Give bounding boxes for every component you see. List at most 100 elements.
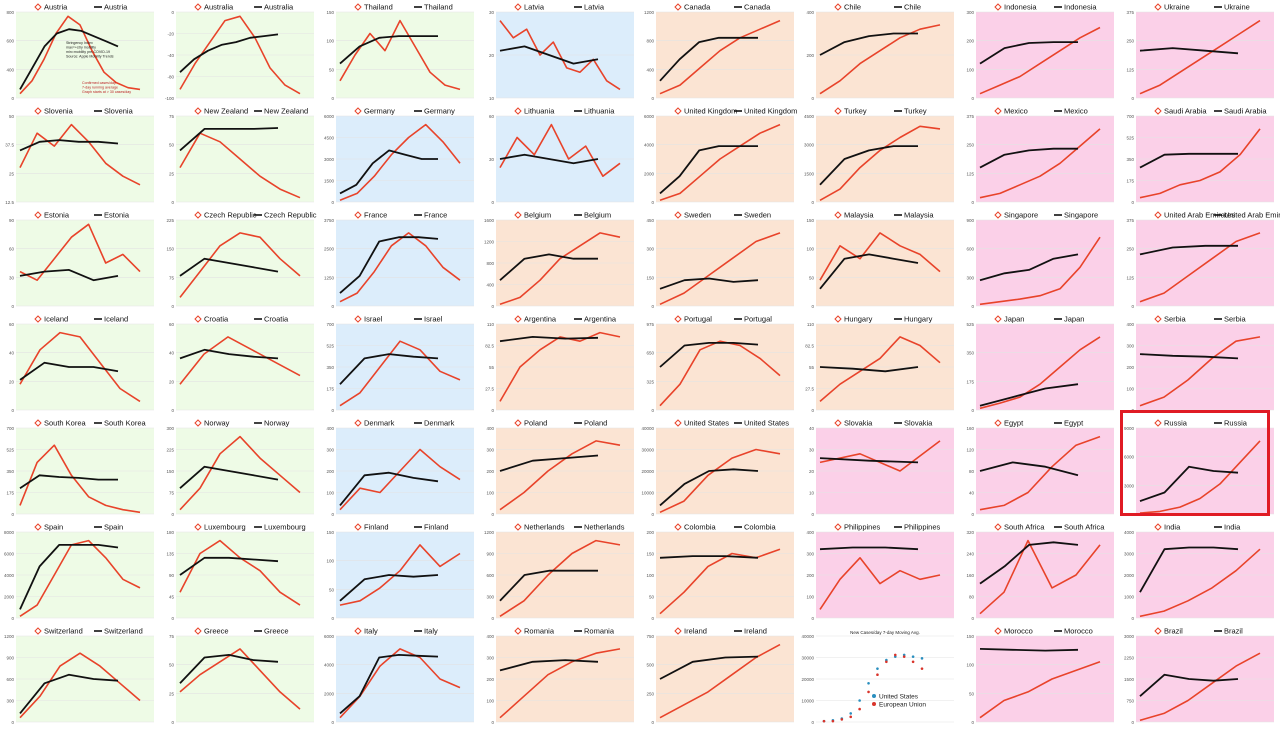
legend-marker-cases <box>1154 315 1162 323</box>
chart-panel-egypt: 0 40 80 120 160 Egypt Egypt <box>960 416 1120 525</box>
legend-label: New Zealand <box>204 107 248 116</box>
index-series-line <box>819 366 919 373</box>
legend-marker-cases <box>34 107 42 115</box>
chart-panel-slovakia: 0 10 20 30 40 Slovakia Slovakia <box>800 416 960 525</box>
annotation-cases: 7-day running average <box>82 86 118 90</box>
legend-label: Malaysia <box>904 211 934 220</box>
y-tick-label: 0 <box>971 616 974 621</box>
legend-label: Slovenia <box>44 107 74 116</box>
y-tick-label: 100 <box>486 699 494 704</box>
chart-svg: 0 27.5 55 82.5 110 Argentina Argentina <box>485 315 634 413</box>
y-tick-label: 0 <box>491 408 494 413</box>
legend-label: Finland <box>364 523 389 532</box>
y-tick-label: 0 <box>331 200 334 205</box>
chart-svg: 0 20 40 60 Iceland Iceland <box>9 315 154 413</box>
y-tick-label: 60 <box>489 114 495 119</box>
y-tick-label: 6000 <box>1124 455 1135 460</box>
chart-svg: 0 1500 3000 4500 6000 Germany Germany <box>324 107 474 205</box>
y-tick-label: 350 <box>1126 157 1134 162</box>
y-tick-label: 80 <box>969 469 975 474</box>
y-tick-label: 40000 <box>801 634 814 639</box>
y-tick-label: 200 <box>806 573 814 578</box>
index-series-line <box>659 341 759 368</box>
legend-label: Italy <box>364 627 378 636</box>
y-tick-label: 600 <box>966 247 974 252</box>
annotation-stringency: Stringency Index <box>66 41 93 45</box>
y-tick-label: 8000 <box>4 530 15 535</box>
legend-label: France <box>364 211 387 220</box>
cases-series-line <box>499 232 621 306</box>
legend-label: Philippines <box>904 523 941 532</box>
index-series-line <box>499 253 598 281</box>
index-series-line <box>979 648 1079 652</box>
y-tick-label: 20000 <box>641 469 654 474</box>
index-series-line <box>339 236 439 294</box>
chart-svg: 0 40 80 120 160 Egypt Egypt <box>966 419 1114 517</box>
y-tick-label: 40 <box>9 351 15 356</box>
y-tick-label: 2000 <box>4 595 15 600</box>
y-tick-label: 6000 <box>324 634 335 639</box>
y-tick-label: 300 <box>646 247 654 252</box>
y-tick-label: 75 <box>169 114 175 119</box>
legend-label: Germany <box>424 107 455 116</box>
chart-svg: 0 400 600 800 Austria Austria Stringency Index… <box>6 3 154 101</box>
cases-series-line <box>1139 652 1261 722</box>
y-tick-label: 90 <box>9 218 15 223</box>
chart-svg: 0 50 100 150 Malaysia Malaysia <box>806 211 954 309</box>
legend-marker-cases <box>354 523 362 531</box>
legend-label: Latvia <box>524 3 545 12</box>
y-tick-label: 400 <box>486 426 494 431</box>
legend-label: Malaysia <box>844 211 874 220</box>
y-tick-label: 6000 <box>324 114 335 119</box>
index-series-line <box>659 655 759 680</box>
y-tick-label: 400 <box>1126 322 1134 327</box>
chart-panel-canada: 0 400 800 1200 Canada Canada <box>640 0 800 109</box>
index-series-line <box>1139 244 1238 256</box>
chart-panel-colombia: 0 50 100 150 200 Colombia Colombia <box>640 520 800 629</box>
y-tick-label: 700 <box>1126 114 1134 119</box>
y-tick-label: 50 <box>329 587 335 592</box>
legend-marker-cases <box>514 315 522 323</box>
y-tick-label: 50 <box>969 691 975 696</box>
y-tick-label: 0 <box>651 512 654 517</box>
y-tick-label: 150 <box>326 530 334 535</box>
y-tick-label: 3000 <box>1124 634 1135 639</box>
chart-panel-morocco: 0 50 100 150 Morocco Morocco <box>960 624 1120 733</box>
cases-series-line <box>819 232 941 281</box>
y-tick-label: 300 <box>486 656 494 661</box>
plot-background <box>336 12 474 98</box>
legend-label: Switzerland <box>104 627 143 636</box>
legend-label: United Kingdom <box>744 107 797 116</box>
legend-marker-cases <box>34 315 42 323</box>
legend-label: United States <box>744 419 789 428</box>
legend-label: Belgium <box>584 211 611 220</box>
legend-label: Saudi Arabia <box>1224 107 1267 116</box>
legend-label: Israel <box>364 315 383 324</box>
y-tick-label: 160 <box>966 573 974 578</box>
chart-panel-poland: 0 100 200 300 400 Poland Poland <box>480 416 640 525</box>
scatter-point <box>849 715 853 719</box>
y-tick-label: 3000 <box>324 157 335 162</box>
y-tick-label: 100 <box>326 559 334 564</box>
cases-series-line <box>979 435 1101 511</box>
y-tick-label: 0 <box>491 616 494 621</box>
legend-marker <box>872 702 876 706</box>
y-tick-label: 10000 <box>641 491 654 496</box>
chart-panel-moving-avg: 0 10000 20000 30000 40000 New Cases/day 7-day… <box>800 624 960 733</box>
chart-panel-netherlands: 0 300 600 900 1200 Netherlands Netherlands <box>480 520 640 629</box>
chart-svg: 0 10000 20000 30000 40000 New Cases/day 7-day… <box>801 630 954 725</box>
y-tick-label: 0 <box>811 616 814 621</box>
y-tick-label: 1200 <box>484 530 495 535</box>
chart-svg: 0 75 150 225 Czech Republic Czech Republic <box>166 211 316 310</box>
cases-series-line <box>339 544 461 606</box>
y-tick-label: 0 <box>971 304 974 309</box>
y-tick-label: 175 <box>966 379 974 384</box>
legend-label: Canada <box>744 3 771 12</box>
y-tick-label: 0 <box>1131 616 1134 621</box>
index-series-line <box>19 28 119 90</box>
plot-background <box>656 12 794 98</box>
scatter-point <box>858 707 861 711</box>
legend-label: Indonesia <box>1064 3 1097 12</box>
legend-label: Thailand <box>364 3 393 12</box>
